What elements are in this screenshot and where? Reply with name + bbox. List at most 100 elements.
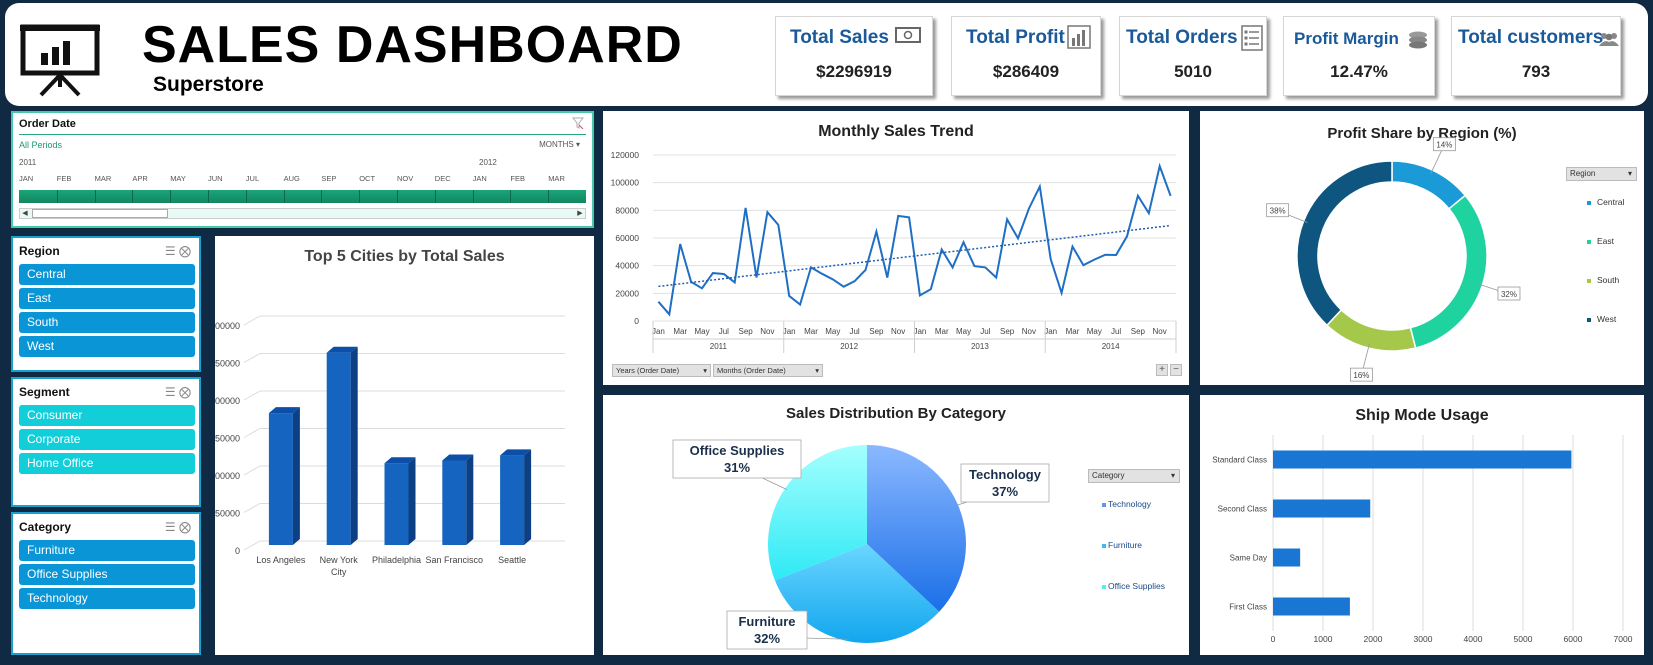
slice-category-label: Office Supplies bbox=[690, 443, 785, 458]
years-field-button[interactable]: Years (Order Date) ▾ bbox=[612, 364, 711, 377]
legend-item-south[interactable]: South bbox=[1587, 275, 1619, 285]
chart-title: Ship Mode Usage bbox=[1355, 407, 1489, 424]
ship-mode-bar bbox=[1273, 499, 1371, 518]
month-tick-label: Jul bbox=[719, 327, 729, 336]
timeline-month-tick bbox=[132, 190, 134, 203]
kpi-profit-margin: Profit Margin 12.47% bbox=[1283, 16, 1435, 96]
scroll-thumb[interactable] bbox=[32, 209, 168, 218]
timeline-month-label: MAR bbox=[548, 174, 565, 183]
y-tick-label: 0 bbox=[634, 316, 639, 326]
dropdown-icon: ▾ bbox=[815, 366, 819, 375]
month-tick-label: Jan bbox=[652, 327, 665, 336]
ship-bar-svg: 0 1000 2000 3000 4000 5000 6000 7000 Standard Cl… bbox=[1212, 435, 1633, 644]
timeline-month-label: JUN bbox=[208, 174, 223, 183]
gridline-depth bbox=[243, 315, 261, 326]
slice-category-label: Furniture bbox=[738, 614, 795, 629]
timeline-unit-dropdown[interactable]: MONTHS ▾ bbox=[539, 140, 580, 149]
month-tick-label: Jul bbox=[980, 327, 990, 336]
slicer-item-home-office[interactable]: Home Office bbox=[19, 453, 195, 474]
sales-line bbox=[657, 162, 1172, 317]
timeline-month-label: DEC bbox=[434, 174, 451, 183]
kpi-title: Profit Margin bbox=[1294, 29, 1399, 48]
month-tick-label: Mar bbox=[804, 327, 818, 336]
label-box bbox=[1350, 367, 1373, 382]
x-tick-label: New York bbox=[320, 555, 359, 565]
kpi-total-customers: Total customers 793 bbox=[1451, 16, 1621, 96]
slicer-item-corporate[interactable]: Corporate bbox=[19, 429, 195, 450]
ship-mode-bar bbox=[1273, 597, 1350, 616]
order-date-timeline[interactable]: Order Date All Periods MONTHS ▾ 2011 201… bbox=[11, 111, 594, 228]
multi-select-icon[interactable]: ☰ ⨂ bbox=[164, 244, 191, 258]
city-bar-top bbox=[326, 346, 358, 353]
legend-item-furniture[interactable]: Furniture bbox=[1102, 540, 1142, 550]
legend-item-east[interactable]: East bbox=[1587, 236, 1614, 246]
city-bar-side bbox=[408, 457, 416, 545]
donut-slice bbox=[1325, 308, 1417, 352]
pie-svg: Technology 37% Furniture 32% Office Supplies… bbox=[672, 439, 1050, 650]
trend-line bbox=[658, 224, 1171, 288]
legend-swatch bbox=[1587, 200, 1591, 205]
slicer-item-office-supplies[interactable]: Office Supplies bbox=[19, 564, 195, 585]
legend-label: Technology bbox=[1108, 499, 1152, 509]
region-slicer: Region ☰ ⨂ Central East South West bbox=[11, 236, 201, 372]
slicer-item-consumer[interactable]: Consumer bbox=[19, 405, 195, 426]
region-legend-filter[interactable]: Region ▾ bbox=[1566, 167, 1637, 181]
month-tick-label: Sep bbox=[1131, 327, 1146, 336]
expand-icon[interactable]: + bbox=[1156, 364, 1168, 376]
kpi-value: 793 bbox=[1521, 62, 1551, 81]
slicer-item-west[interactable]: West bbox=[19, 336, 195, 357]
legend-label: Central bbox=[1597, 197, 1625, 207]
timeline-month-label: SEP bbox=[321, 174, 337, 183]
trend-line-svg: 0 20000 40000 60000 80000 100000 120000 Jan Mar M… bbox=[611, 150, 1177, 353]
timeline-month-tick bbox=[208, 190, 209, 203]
timeline-title: Order Date bbox=[19, 118, 76, 130]
kpi-total-profit: Total Profit $286409 bbox=[951, 16, 1101, 96]
ship-mode-chart: Ship Mode Usage 0 1000 2000 3000 4000 5000 600… bbox=[1200, 395, 1644, 655]
chart-title: Monthly Sales Trend bbox=[818, 123, 974, 140]
legend-item-west[interactable]: West bbox=[1587, 314, 1616, 324]
y-tick-label: 80000 bbox=[615, 205, 639, 215]
collapse-icon[interactable]: − bbox=[1170, 364, 1182, 376]
slicer-item-east[interactable]: East bbox=[19, 288, 195, 309]
x-tick-label: Philadelphia bbox=[372, 555, 421, 565]
slice-percent-label: 32% bbox=[754, 631, 780, 646]
scroll-right-icon[interactable]: ▶ bbox=[577, 210, 583, 217]
gridline-depth bbox=[243, 503, 261, 513]
legend-item-central[interactable]: Central bbox=[1587, 197, 1624, 207]
slicer-item-technology[interactable]: Technology bbox=[19, 588, 195, 609]
clear-filter-icon[interactable] bbox=[572, 117, 584, 129]
timeline-month-tick bbox=[94, 190, 96, 203]
month-tick-label: May bbox=[694, 327, 709, 336]
scroll-left-icon[interactable]: ◀ bbox=[22, 210, 28, 217]
month-tick-label: Sep bbox=[1000, 327, 1015, 336]
months-field-button[interactable]: Months (Order Date) ▾ bbox=[713, 364, 823, 377]
slicer-item-central[interactable]: Central bbox=[19, 264, 195, 285]
multi-select-icon[interactable]: ☰ ⨂ bbox=[164, 520, 191, 534]
y-tick-label: First Class bbox=[1229, 603, 1267, 612]
page-subtitle: Superstore bbox=[153, 73, 264, 96]
timeline-scrollbar[interactable]: ◀ ▶ bbox=[19, 208, 586, 219]
timeline-month-label: AUG bbox=[283, 174, 300, 183]
kpi-title: Total Orders bbox=[1126, 27, 1238, 48]
year-label: 2013 bbox=[971, 342, 989, 351]
legend-swatch bbox=[1102, 584, 1106, 589]
timeline-month-label: JAN bbox=[472, 174, 487, 183]
donut-svg: 14% 32% 16% 38% bbox=[1266, 137, 1521, 382]
legend-item-technology[interactable]: Technology bbox=[1102, 499, 1151, 509]
kpi-value: $286409 bbox=[992, 62, 1060, 81]
timeline-range-bar[interactable] bbox=[19, 190, 586, 203]
timeline-unit-label: MONTHS bbox=[539, 140, 574, 149]
chart-title: Top 5 Cities by Total Sales bbox=[304, 248, 505, 265]
multi-select-icon[interactable]: ☰ ⨂ bbox=[164, 385, 191, 399]
slicer-item-furniture[interactable]: Furniture bbox=[19, 540, 195, 561]
x-tick-label: 2000 bbox=[1364, 634, 1383, 644]
legend-item-office-supplies[interactable]: Office Supplies bbox=[1102, 581, 1165, 591]
label-box bbox=[1497, 286, 1521, 301]
ship-mode-bar bbox=[1273, 548, 1301, 567]
slice-label: 14% bbox=[1436, 141, 1452, 150]
category-legend-filter[interactable]: Category ▾ bbox=[1088, 469, 1180, 483]
slicer-item-south[interactable]: South bbox=[19, 312, 195, 333]
legend-label: South bbox=[1597, 275, 1620, 285]
timeline-month-tick bbox=[170, 190, 172, 203]
x-tick-label: 1000 bbox=[1314, 634, 1333, 644]
